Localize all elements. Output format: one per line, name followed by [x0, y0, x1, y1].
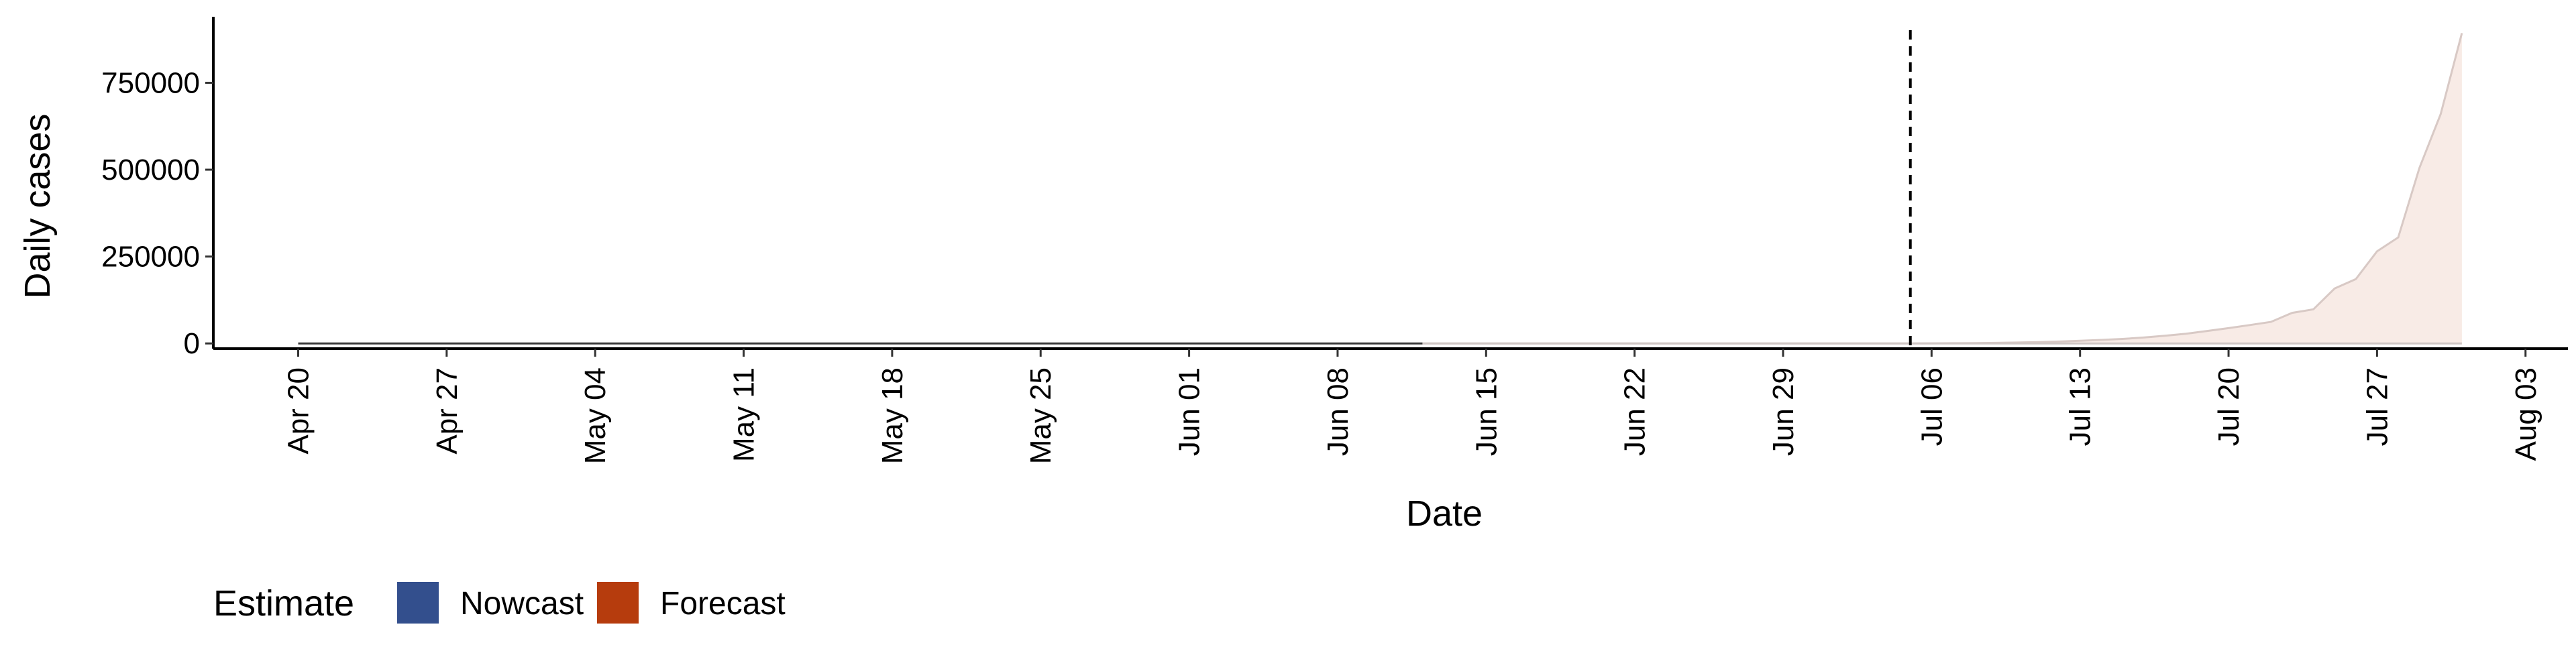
- x-tick-label: Jul 06: [1915, 367, 1948, 446]
- y-tick-label: 250000: [101, 241, 200, 274]
- x-tick-label: May 25: [1024, 367, 1057, 464]
- legend-swatch: [597, 582, 639, 624]
- x-tick-label: May 11: [728, 367, 761, 462]
- y-axis-title: Daily cases: [17, 113, 58, 298]
- x-tick-label: Jun 22: [1619, 367, 1652, 456]
- x-axis-title: Date: [1406, 493, 1483, 534]
- legend-title: Estimate: [213, 583, 354, 624]
- x-tick-label: Jul 27: [2361, 367, 2394, 446]
- y-tick-label: 750000: [101, 66, 200, 99]
- x-tick-label: Apr 20: [282, 367, 315, 455]
- x-tick-label: Jun 01: [1173, 367, 1206, 456]
- x-tick-label: Jun 08: [1322, 367, 1354, 456]
- legend-label: Nowcast: [460, 586, 584, 622]
- forecast-ribbon: [1422, 33, 2462, 344]
- y-tick-label: 500000: [101, 154, 200, 186]
- x-tick-label: Jul 20: [2212, 367, 2245, 446]
- x-tick-label: May 18: [876, 367, 909, 464]
- x-tick-label: May 04: [579, 367, 612, 464]
- x-tick-label: Aug 03: [2510, 367, 2542, 461]
- legend-label: Forecast: [660, 586, 786, 622]
- x-tick-label: Jun 29: [1767, 367, 1800, 456]
- y-tick-label: 0: [184, 327, 200, 360]
- x-tick-label: Apr 27: [431, 367, 464, 455]
- x-tick-label: Jul 13: [2064, 367, 2097, 446]
- x-tick-label: Jun 15: [1470, 367, 1503, 456]
- legend-swatch: [397, 582, 439, 624]
- forecast-upper-line: [1422, 33, 2463, 345]
- legend: Estimate Nowcast Forecast: [213, 582, 786, 624]
